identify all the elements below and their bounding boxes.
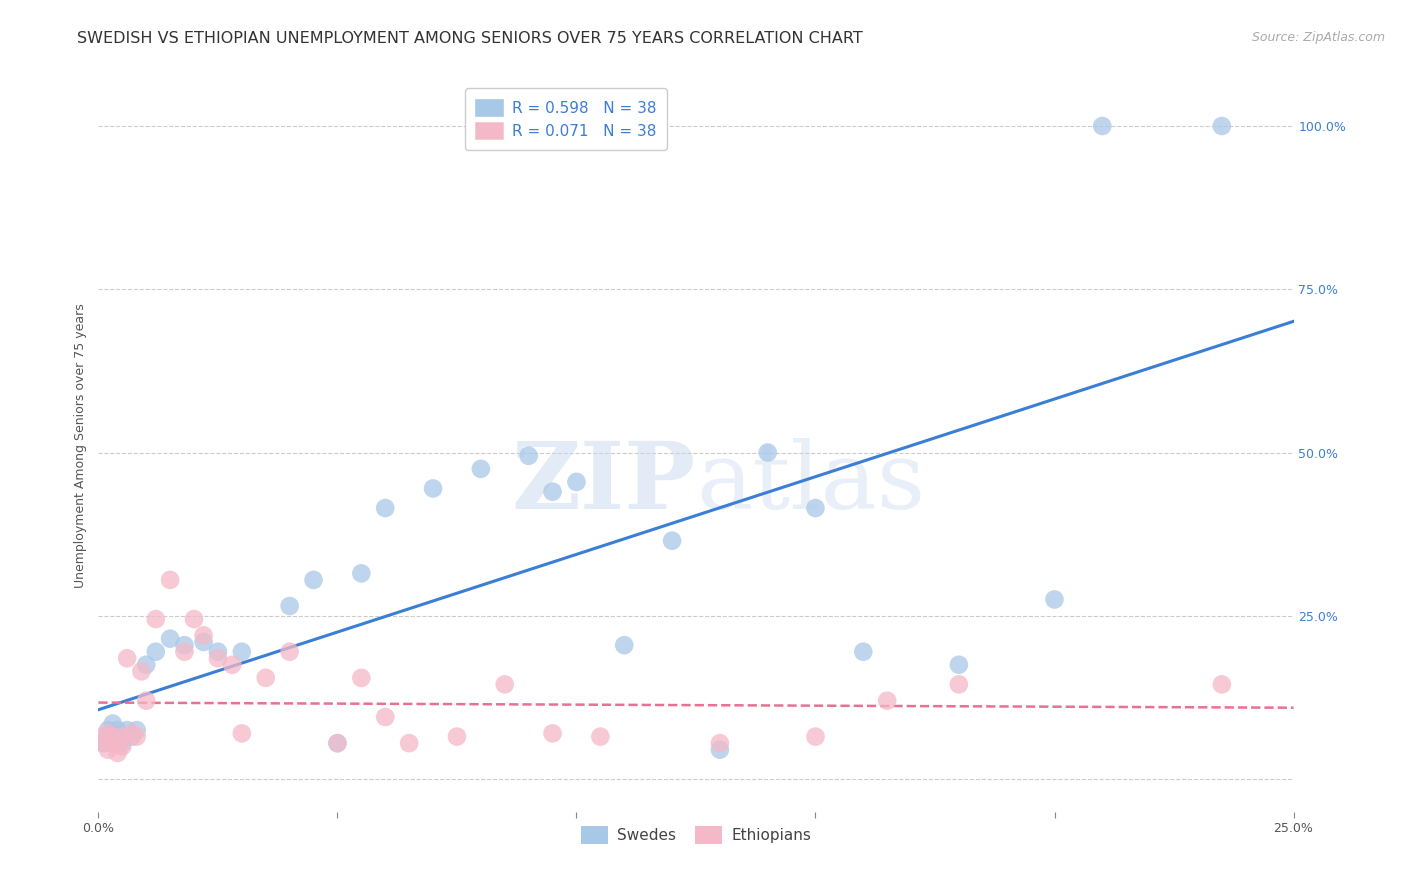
Point	[852, 645, 875, 659]
Point	[101, 736, 124, 750]
Point	[221, 657, 243, 672]
Point	[374, 501, 396, 516]
Point	[115, 723, 138, 737]
Point	[135, 657, 157, 672]
Point	[374, 710, 396, 724]
Point	[661, 533, 683, 548]
Point	[541, 484, 564, 499]
Point	[135, 694, 157, 708]
Point	[101, 736, 124, 750]
Point	[1091, 119, 1114, 133]
Point	[101, 716, 124, 731]
Point	[107, 723, 129, 737]
Point	[709, 742, 731, 756]
Point	[446, 730, 468, 744]
Point	[91, 736, 114, 750]
Point	[350, 566, 373, 581]
Text: SWEDISH VS ETHIOPIAN UNEMPLOYMENT AMONG SENIORS OVER 75 YEARS CORRELATION CHART: SWEDISH VS ETHIOPIAN UNEMPLOYMENT AMONG …	[77, 31, 863, 46]
Point	[115, 651, 138, 665]
Point	[565, 475, 588, 489]
Point	[254, 671, 277, 685]
Point	[107, 746, 129, 760]
Point	[183, 612, 205, 626]
Point	[145, 645, 167, 659]
Text: atlas: atlas	[696, 438, 925, 527]
Point	[101, 730, 124, 744]
Point	[756, 445, 779, 459]
Point	[131, 665, 153, 679]
Point	[91, 730, 114, 744]
Text: Source: ZipAtlas.com: Source: ZipAtlas.com	[1251, 31, 1385, 45]
Point	[613, 638, 636, 652]
Point	[159, 632, 181, 646]
Point	[193, 635, 215, 649]
Y-axis label: Unemployment Among Seniors over 75 years: Unemployment Among Seniors over 75 years	[75, 303, 87, 589]
Point	[107, 730, 129, 744]
Point	[107, 736, 129, 750]
Point	[948, 657, 970, 672]
Point	[207, 645, 229, 659]
Point	[111, 739, 134, 754]
Point	[1211, 119, 1233, 133]
Point	[398, 736, 420, 750]
Point	[470, 462, 492, 476]
Point	[350, 671, 373, 685]
Point	[709, 736, 731, 750]
Point	[589, 730, 612, 744]
Point	[121, 726, 143, 740]
Point	[173, 638, 195, 652]
Point	[193, 628, 215, 642]
Point	[111, 730, 134, 744]
Point	[231, 726, 253, 740]
Point	[326, 736, 349, 750]
Text: ZIP: ZIP	[512, 438, 696, 527]
Point	[804, 501, 827, 516]
Legend: Swedes, Ethiopians: Swedes, Ethiopians	[574, 819, 818, 852]
Point	[302, 573, 325, 587]
Point	[207, 651, 229, 665]
Point	[326, 736, 349, 750]
Point	[125, 730, 148, 744]
Point	[91, 736, 114, 750]
Point	[159, 573, 181, 587]
Point	[876, 694, 898, 708]
Point	[804, 730, 827, 744]
Point	[111, 736, 134, 750]
Point	[1211, 677, 1233, 691]
Point	[173, 645, 195, 659]
Point	[1043, 592, 1066, 607]
Point	[278, 645, 301, 659]
Point	[97, 723, 120, 737]
Point	[541, 726, 564, 740]
Point	[494, 677, 516, 691]
Point	[121, 730, 143, 744]
Point	[97, 742, 120, 756]
Point	[948, 677, 970, 691]
Point	[97, 726, 120, 740]
Point	[517, 449, 540, 463]
Point	[125, 723, 148, 737]
Point	[145, 612, 167, 626]
Point	[278, 599, 301, 613]
Point	[231, 645, 253, 659]
Point	[97, 730, 120, 744]
Point	[422, 482, 444, 496]
